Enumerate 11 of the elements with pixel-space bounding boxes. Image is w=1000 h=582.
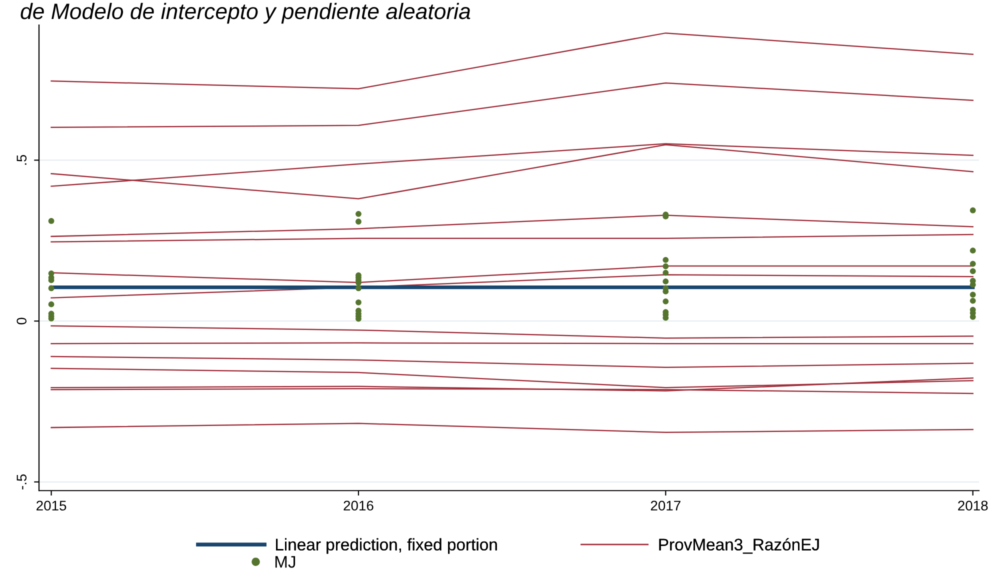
y-tick-label: -.5 — [16, 474, 27, 490]
x-tick-label: 2017 — [650, 500, 680, 511]
y-tick-label: .5 — [16, 154, 27, 165]
legend-label: MJ — [275, 556, 296, 568]
y-tick-label: 0 — [16, 318, 27, 324]
legend-label: ProvMean3_RazónEJ — [659, 538, 819, 554]
legend-label: Linear prediction, fixed portion — [276, 538, 497, 554]
chart-title: de Modelo de intercepto y pendiente aleatoria — [20, 2, 470, 24]
x-tick-label: 2015 — [36, 500, 66, 511]
x-tick-label: 2018 — [958, 500, 988, 511]
x-tick-label: 2016 — [344, 500, 374, 511]
